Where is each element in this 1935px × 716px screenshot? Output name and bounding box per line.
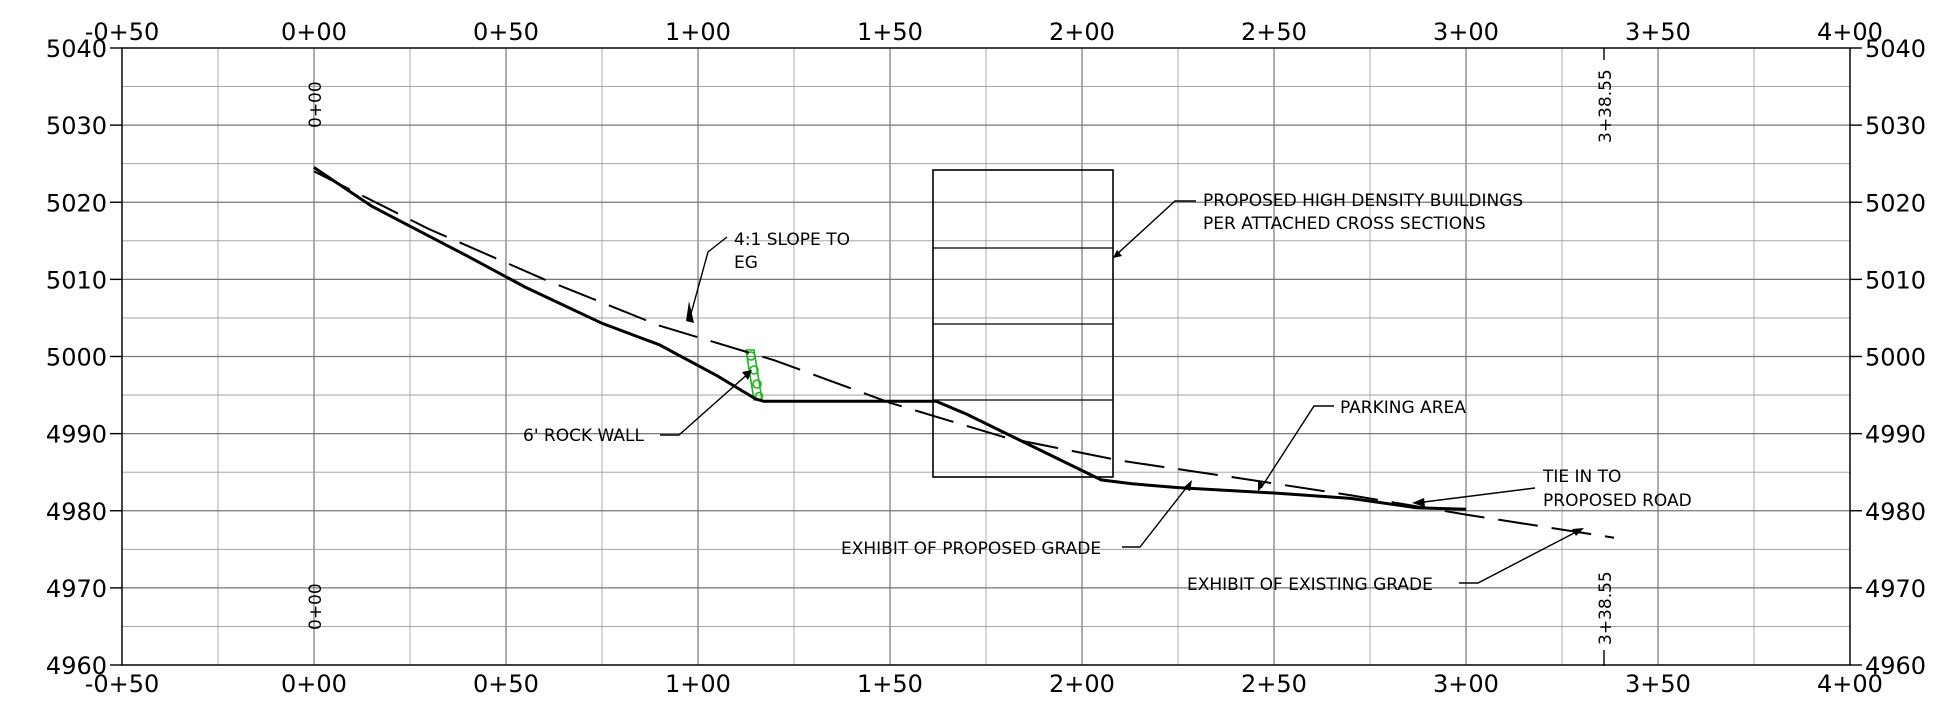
elevation-label-right: 4970 bbox=[1865, 575, 1926, 603]
station-label-top: -0+50 bbox=[85, 18, 160, 46]
tie-in-arrowhead bbox=[1412, 498, 1425, 507]
rock-wall-stone bbox=[746, 351, 756, 361]
elevation-label-right: 5040 bbox=[1865, 35, 1926, 63]
slope-arrowhead bbox=[686, 301, 694, 323]
station-label-bottom: 2+50 bbox=[1241, 670, 1307, 698]
parking-leader bbox=[1260, 405, 1334, 489]
elevation-label-left: 5020 bbox=[46, 189, 107, 217]
station-label-top: 0+50 bbox=[473, 18, 539, 46]
station-label-bottom: 1+50 bbox=[857, 670, 923, 698]
station-label-top: 4+00 bbox=[1817, 18, 1883, 46]
slope-leader bbox=[688, 236, 728, 322]
tie-in-leader bbox=[1415, 487, 1536, 504]
existing-grade-arrowhead bbox=[1572, 528, 1584, 536]
elevation-label-right: 5000 bbox=[1865, 344, 1926, 372]
station-label-bottom: 2+00 bbox=[1049, 670, 1115, 698]
existing-grade-line bbox=[313, 170, 1615, 539]
elevation-label-left: 4990 bbox=[46, 421, 107, 449]
slope-note-line1: 4:1 SLOPE TO bbox=[734, 230, 850, 250]
elevation-label-left: 5040 bbox=[46, 35, 107, 63]
elevation-label-left: 4970 bbox=[46, 575, 107, 603]
end-station-bottom: 3+38.55 bbox=[1596, 571, 1616, 645]
elevation-label-right: 4980 bbox=[1865, 498, 1926, 526]
station-label-bottom: 0+00 bbox=[281, 670, 347, 698]
rock-wall-stone bbox=[749, 365, 759, 375]
proposed-buildings-block bbox=[932, 169, 1114, 478]
profile-grid bbox=[121, 47, 1851, 666]
elevation-label-left: 5010 bbox=[46, 266, 107, 294]
station-label-top: 1+00 bbox=[665, 18, 731, 46]
station-label-bottom: 3+00 bbox=[1433, 670, 1499, 698]
proposed-grade-note: EXHIBIT OF PROPOSED GRADE bbox=[841, 539, 1101, 559]
station-label-bottom: 4+00 bbox=[1817, 670, 1883, 698]
rock-wall-note: 6' ROCK WALL bbox=[523, 426, 644, 446]
buildings-leader bbox=[1115, 200, 1196, 256]
begin-station-top: 0+00 bbox=[306, 81, 326, 128]
station-label-top: 3+50 bbox=[1625, 18, 1691, 46]
station-label-top: 2+50 bbox=[1241, 18, 1307, 46]
elevation-label-left: 5000 bbox=[46, 344, 107, 372]
station-label-top: 3+00 bbox=[1433, 18, 1499, 46]
slope-note-line2: EG bbox=[734, 253, 758, 273]
elevation-label-right: 5030 bbox=[1865, 112, 1926, 140]
station-elevation-axes: -0+50 0+00 0+50 1+00 1+50 2+00 2+50 3+00 3+50 4+0… bbox=[46, 18, 1926, 698]
begin-station-bottom: 0+00 bbox=[306, 583, 326, 630]
end-station-top: 3+38.55 bbox=[1596, 69, 1616, 143]
proposed-grade-leader bbox=[1122, 482, 1191, 548]
elevation-label-left: 5030 bbox=[46, 112, 107, 140]
elevation-label-right: 4990 bbox=[1865, 421, 1926, 449]
buildings-note-line1: PROPOSED HIGH DENSITY BUILDINGS bbox=[1203, 191, 1523, 211]
rock-wall-leader bbox=[660, 371, 751, 436]
elevation-label-left: 4980 bbox=[46, 498, 107, 526]
station-label-bottom: -0+50 bbox=[85, 670, 160, 698]
parking-note: PARKING AREA bbox=[1340, 398, 1466, 418]
elevation-label-right: 5020 bbox=[1865, 189, 1926, 217]
grade-lines bbox=[313, 166, 1615, 539]
station-label-top: 0+00 bbox=[281, 18, 347, 46]
station-label-bottom: 0+50 bbox=[473, 670, 539, 698]
station-label-bottom: 3+50 bbox=[1625, 670, 1691, 698]
proposed-grade-line bbox=[313, 166, 1467, 511]
elevation-label-right: 4960 bbox=[1865, 652, 1926, 680]
notes: 4:1 SLOPE TO EG 6' ROCK WALL PROPOSED HI… bbox=[523, 191, 1692, 595]
tie-in-note-line1: TIE IN TO bbox=[1542, 467, 1621, 487]
rock-wall-stone bbox=[752, 379, 762, 389]
buildings-note-line2: PER ATTACHED CROSS SECTIONS bbox=[1203, 214, 1486, 234]
leader-lines bbox=[660, 200, 1584, 584]
tie-in-note-line2: PROPOSED ROAD bbox=[1543, 491, 1692, 511]
parking-arrowhead bbox=[1258, 481, 1264, 492]
existing-grade-leader bbox=[1459, 529, 1581, 584]
elevation-label-right: 5010 bbox=[1865, 266, 1926, 294]
station-label-bottom: 1+00 bbox=[665, 670, 731, 698]
elevation-label-left: 4960 bbox=[46, 652, 107, 680]
existing-grade-note: EXHIBIT OF EXISTING GRADE bbox=[1187, 575, 1433, 595]
station-label-top: 1+50 bbox=[857, 18, 923, 46]
rock-wall-arrowhead bbox=[742, 370, 752, 380]
proposed-grade-arrowhead bbox=[1183, 480, 1192, 491]
buildings-arrowhead bbox=[1113, 250, 1122, 258]
station-label-top: 2+00 bbox=[1049, 18, 1115, 46]
station-markers: 0+00 0+00 3+38.55 3+38.55 bbox=[306, 48, 1616, 666]
